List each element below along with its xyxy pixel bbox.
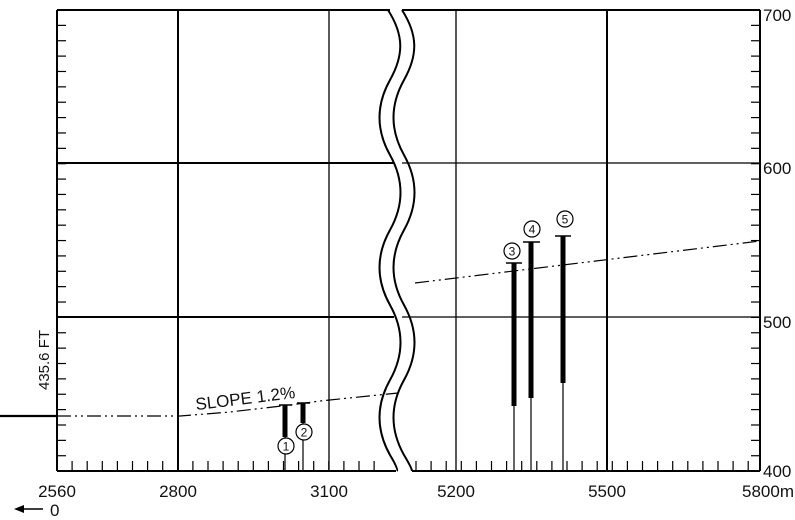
y-tick-400: 400 [763, 462, 791, 481]
x-tick-2800: 2800 [159, 482, 197, 501]
x-tick-5200: 5200 [437, 482, 475, 501]
ground-profile [0, 240, 761, 418]
y-tick-500: 500 [763, 313, 791, 332]
slope-label: SLOPE 1.2% [194, 383, 296, 414]
arrow-left-icon [14, 505, 24, 513]
x-tick-2560: 2560 [38, 482, 76, 501]
marker-4-circle [523, 220, 541, 238]
marker-2-circle [295, 423, 313, 441]
marker-4-label: 4 [529, 223, 536, 237]
right-panel [402, 9, 761, 472]
marker-labels: 1 2 3 4 5 [277, 210, 574, 455]
y-axis-labels: 700 600 500 400 [763, 6, 791, 481]
origin-indicator: 0 [14, 501, 59, 520]
marker-5-label: 5 [562, 213, 569, 227]
marker-3-circle [503, 242, 521, 260]
marker-5-circle [556, 210, 574, 228]
marker-1-circle [277, 437, 295, 455]
x-tick-5800m: 5800m [742, 482, 794, 501]
marker-3-label: 3 [509, 245, 516, 259]
origin-label: 0 [50, 501, 59, 520]
minor-ticks [56, 9, 760, 471]
x-axis-labels: 2560 2800 3100 5200 5500 5800m [38, 482, 794, 501]
axis-break [378, 9, 416, 472]
marker-bars [279, 235, 571, 471]
elevation-label: 435.6 FT [36, 330, 53, 390]
y-tick-600: 600 [763, 159, 791, 178]
marker-2-label: 2 [301, 426, 308, 440]
x-tick-3100: 3100 [310, 482, 348, 501]
marker-1-label: 1 [283, 440, 290, 454]
y-tick-700: 700 [763, 6, 791, 25]
x-tick-5500: 5500 [588, 482, 626, 501]
